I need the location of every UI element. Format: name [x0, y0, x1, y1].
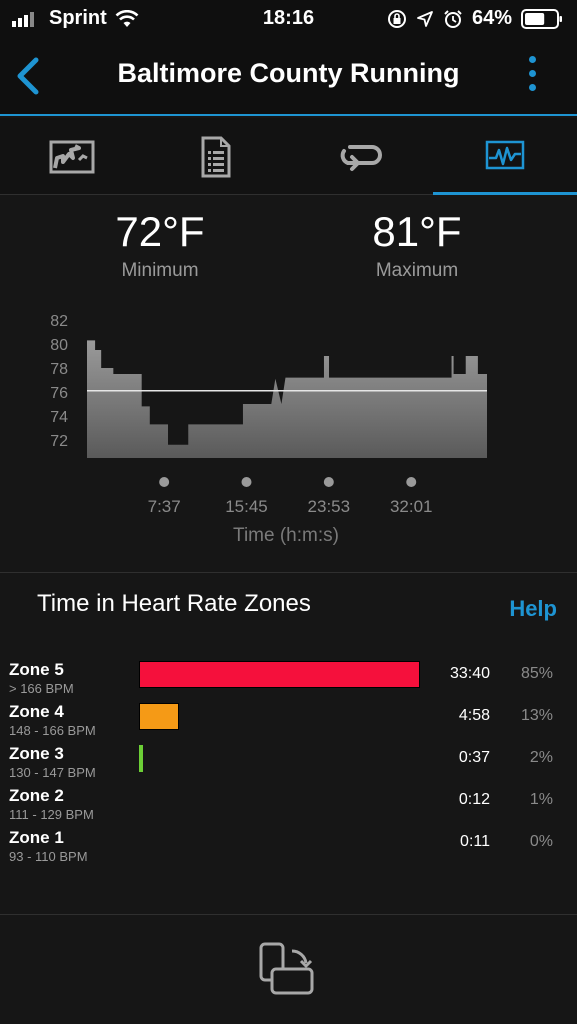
more-vertical-icon	[527, 56, 537, 91]
zone-name: Zone 5	[9, 660, 64, 679]
temperature-chart-svg: 82 80 78 76 74 72 7:37 15:45 23:53 32:01 Time (h…	[50, 313, 487, 546]
alarm-icon	[444, 9, 462, 28]
heart-rate-zones-title: Time in Heart Rate Zones	[37, 590, 311, 617]
signal-icon	[12, 11, 34, 27]
map-icon	[49, 140, 95, 173]
max-temperature-label: Maximum	[375, 260, 459, 281]
y-tick-label: 82	[50, 313, 68, 330]
details-list-icon	[201, 136, 231, 177]
max-temperature-value: 81°F	[372, 208, 462, 255]
clock: 18:16	[262, 7, 315, 29]
wifi-icon	[115, 9, 139, 27]
zone-percent: 13%	[520, 707, 553, 724]
zone-bpm-range: > 166 BPM	[9, 681, 74, 696]
zone-name: Zone 1	[9, 828, 64, 847]
rotate-screen-icon	[259, 942, 314, 995]
status-right: 64%	[378, 7, 563, 30]
tab-laps[interactable]	[288, 118, 432, 195]
x-tick-label: 15:45	[225, 497, 268, 516]
zone-time: 0:11	[460, 833, 490, 850]
x-tick-marker	[241, 477, 252, 487]
bottom-toolbar	[0, 914, 577, 1024]
zone-bar	[139, 661, 420, 688]
rotate-screen-button[interactable]	[258, 941, 320, 997]
x-tick-label: 7:37	[148, 497, 181, 516]
temperature-area-series	[87, 340, 487, 458]
activity-chart-icon	[485, 140, 525, 170]
x-tick-marker	[323, 477, 334, 487]
x-tick-label: 23:53	[308, 497, 351, 516]
tab-details[interactable]	[144, 118, 288, 195]
zone-row: Zone 1 93 - 110 BPM 0:11 0%	[0, 828, 577, 870]
tab-map[interactable]	[0, 118, 144, 195]
x-tick-label: 32:01	[390, 497, 433, 516]
zone-row: Zone 3 130 - 147 BPM 0:37 2%	[0, 744, 577, 786]
laps-icon	[340, 144, 382, 171]
zone-row: Zone 5 > 166 BPM 33:40 85%	[0, 660, 577, 702]
battery-percent: 64%	[471, 7, 512, 29]
section-divider	[0, 572, 577, 573]
zone-percent: 1%	[529, 791, 553, 808]
zone-bpm-range: 111 - 129 BPM	[9, 807, 94, 822]
temperature-minimum: 72°F Minimum	[60, 208, 260, 282]
more-options-button[interactable]	[527, 56, 537, 98]
zone-bar	[139, 745, 143, 772]
zone-time: 33:40	[449, 665, 490, 682]
zone-bar	[139, 703, 179, 730]
min-temperature-value: 72°F	[115, 208, 205, 255]
chevron-left-icon	[17, 57, 39, 95]
help-link[interactable]: Help	[509, 596, 557, 621]
x-tick-marker	[159, 477, 170, 487]
zone-name: Zone 4	[9, 702, 64, 721]
zone-time: 4:58	[458, 707, 490, 724]
carrier-name: Sprint	[49, 7, 107, 29]
min-temperature-label: Minimum	[121, 260, 199, 281]
zone-percent: 2%	[529, 749, 553, 766]
tab-charts[interactable]	[433, 118, 577, 195]
zone-name: Zone 3	[9, 744, 64, 763]
status-left: Sprint	[12, 7, 139, 30]
temperature-maximum: 81°F Maximum	[317, 208, 517, 282]
back-button[interactable]	[10, 54, 46, 98]
battery-icon	[521, 8, 562, 29]
zone-bpm-range: 130 - 147 BPM	[9, 765, 96, 780]
tab-bar	[0, 118, 577, 195]
zone-row: Zone 4 148 - 166 BPM 4:58 13%	[0, 702, 577, 744]
orientation-lock-icon	[387, 9, 406, 28]
zone-name: Zone 2	[9, 786, 64, 805]
page-title: Baltimore County Running	[117, 58, 460, 88]
zone-time: 0:12	[458, 791, 490, 808]
y-tick-label: 76	[50, 385, 68, 402]
location-icon	[417, 10, 433, 27]
zone-bpm-range: 148 - 166 BPM	[9, 723, 96, 738]
zone-time: 0:37	[458, 749, 490, 766]
navigation-bar: Baltimore County Running	[0, 38, 577, 116]
y-tick-label: 72	[50, 433, 68, 450]
y-tick-label: 80	[50, 337, 68, 354]
y-tick-label: 74	[50, 409, 68, 426]
status-bar: Sprint 18:16 64%	[0, 0, 577, 38]
zone-bpm-range: 93 - 110 BPM	[9, 849, 88, 864]
y-tick-label: 78	[50, 361, 68, 378]
x-axis-label: Time (h:m:s)	[233, 525, 339, 546]
x-tick-marker	[406, 477, 417, 487]
zone-percent: 85%	[520, 665, 553, 682]
zone-percent: 0%	[529, 833, 553, 850]
temperature-chart[interactable]: 82 80 78 76 74 72 7:37 15:45 23:53 32:01 Time (h…	[0, 296, 577, 556]
zone-row: Zone 2 111 - 129 BPM 0:12 1%	[0, 786, 577, 828]
